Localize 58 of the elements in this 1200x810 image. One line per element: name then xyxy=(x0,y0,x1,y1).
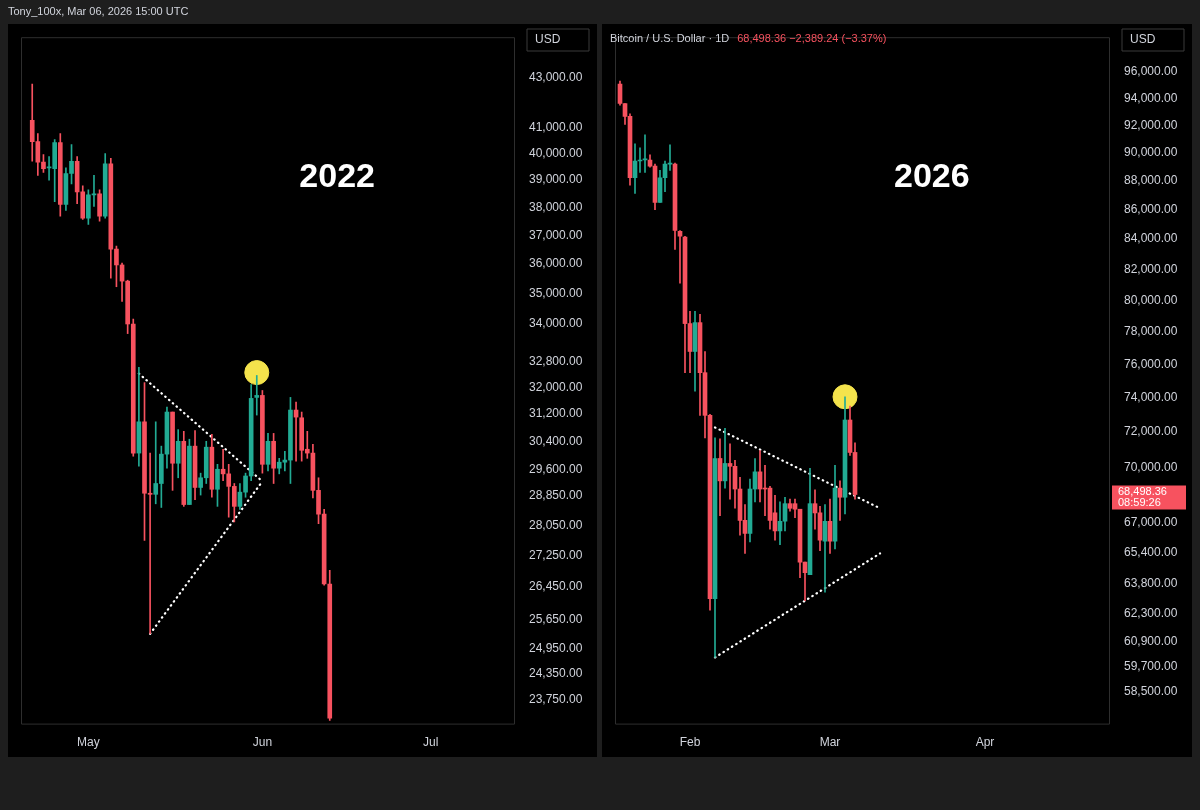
y-tick-label: 63,800.00 xyxy=(1124,575,1178,590)
y-tick-label: 41,000.00 xyxy=(529,120,583,135)
y-tick-label: 32,000.00 xyxy=(529,379,583,394)
y-tick-label: 38,000.00 xyxy=(529,199,583,214)
y-tick-label: 35,000.00 xyxy=(529,285,583,300)
x-tick-label: Apr xyxy=(975,735,995,750)
y-tick-label: 96,000.00 xyxy=(1124,64,1178,79)
y-tick-label: 28,050.00 xyxy=(529,517,583,532)
y-tick-label: 59,700.00 xyxy=(1124,658,1178,673)
text: 2026 xyxy=(893,156,970,195)
y-tick-label: 74,000.00 xyxy=(1124,390,1178,405)
y-tick-label: 65,400.00 xyxy=(1124,544,1178,559)
y-tick-label: 58,500.00 xyxy=(1124,684,1178,699)
y-tick-label: 60,900.00 xyxy=(1124,634,1178,649)
y-tick-label: 28,850.00 xyxy=(529,488,583,503)
y-tick-label: 88,000.00 xyxy=(1124,173,1178,188)
x-tick-label: May xyxy=(77,735,100,750)
y-tick-label: 76,000.00 xyxy=(1124,356,1178,371)
y-tick-label: 72,000.00 xyxy=(1124,424,1178,439)
y-tick-label: 92,000.00 xyxy=(1124,117,1178,132)
y-tick-label: 34,000.00 xyxy=(529,316,583,331)
y-tick-label: 67,000.00 xyxy=(1124,514,1178,529)
y-tick-label: 43,000.00 xyxy=(529,70,583,85)
x-tick-label: Jul xyxy=(423,735,439,750)
y-tick-label: 86,000.00 xyxy=(1124,201,1178,216)
chart-subtitle: Bitcoin / U.S. Dollar · 1D xyxy=(610,32,730,44)
y-tick-label: 29,600.00 xyxy=(529,461,583,476)
y-tick-label: 27,250.00 xyxy=(529,548,583,563)
text: 08:59:26 xyxy=(1118,495,1161,508)
x-tick-label: Jun xyxy=(252,735,273,750)
text: 2022 xyxy=(299,156,375,195)
y-tick-label: 82,000.00 xyxy=(1124,261,1178,276)
y-tick-label: 32,800.00 xyxy=(529,353,583,368)
y-tick-label: 31,200.00 xyxy=(529,406,583,421)
y-tick-label: 62,300.00 xyxy=(1124,605,1178,620)
annotation: 68,498.36 −2,389.24 (−3.37%) xyxy=(737,32,887,44)
y-tick-label: 70,000.00 xyxy=(1124,459,1178,474)
y-tick-label: 90,000.00 xyxy=(1124,145,1178,160)
y-tick-label: 40,000.00 xyxy=(529,145,583,160)
y-tick-label: 78,000.00 xyxy=(1124,324,1178,339)
text: Tony_100x, Mar 06, 2026 15:00 UTC xyxy=(8,5,189,17)
y-axis-title: USD xyxy=(535,32,561,47)
y-tick-label: 25,650.00 xyxy=(529,611,583,626)
x-tick-label: Feb xyxy=(679,735,701,750)
y-tick-label: 24,350.00 xyxy=(529,666,583,681)
y-tick-label: 80,000.00 xyxy=(1124,292,1178,307)
y-tick-label: 23,750.00 xyxy=(529,692,583,707)
y-tick-label: 30,400.00 xyxy=(529,433,583,448)
y-tick-label: 37,000.00 xyxy=(529,227,583,242)
y-tick-label: 26,450.00 xyxy=(529,579,583,594)
y-tick-label: 36,000.00 xyxy=(529,256,583,271)
x-tick-label: Mar xyxy=(819,735,841,750)
y-tick-label: 24,950.00 xyxy=(529,640,583,655)
y-tick-label: 94,000.00 xyxy=(1124,90,1178,105)
y-tick-label: 39,000.00 xyxy=(529,172,583,187)
y-tick-label: 84,000.00 xyxy=(1124,231,1178,246)
text: 68,498.36 xyxy=(1118,484,1167,497)
y-axis-title: USD xyxy=(1130,32,1156,47)
